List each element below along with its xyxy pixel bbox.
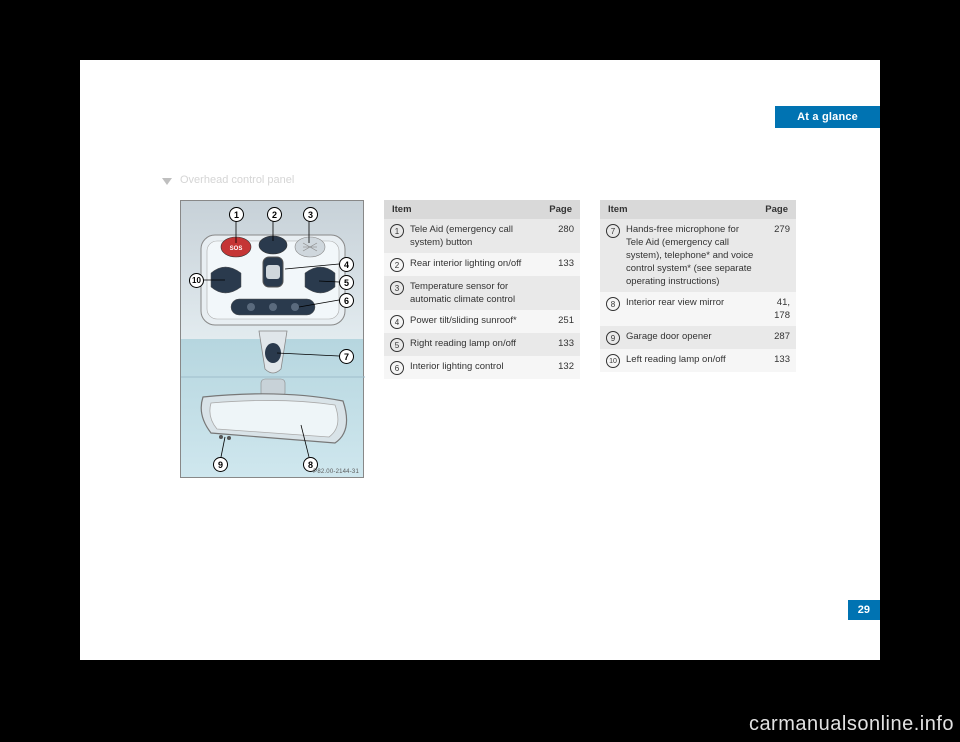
row-index-icon: 9 — [606, 331, 620, 345]
row-index-icon: 6 — [390, 361, 404, 375]
row-desc: Hands-free microphone for Tele Aid (emer… — [626, 223, 762, 288]
row-desc: Interior lighting control — [410, 360, 546, 373]
svg-text:SOS: SOS — [230, 246, 243, 252]
callout-4: 4 — [339, 257, 354, 272]
watermark: carmanualsonline.info — [749, 713, 954, 736]
row-desc: Temperature sensor for automatic climate… — [410, 280, 546, 306]
row-page: 41, 178 — [762, 296, 790, 322]
row-desc: Tele Aid (emergency call system) button — [410, 223, 546, 249]
row-index-icon: 8 — [606, 297, 620, 311]
table-row: 3 Temperature sensor for automatic clima… — [384, 276, 580, 310]
callout-6: 6 — [339, 293, 354, 308]
callout-1: 1 — [229, 207, 244, 222]
table-row: 8 Interior rear view mirror 41, 178 — [600, 292, 796, 326]
row-page: 133 — [546, 337, 574, 350]
row-index-icon: 2 — [390, 258, 404, 272]
header-item: Item — [392, 204, 536, 215]
header-page: Page — [752, 204, 788, 215]
header-item: Item — [608, 204, 752, 215]
callout-9: 9 — [213, 457, 228, 472]
row-index-icon: 1 — [390, 224, 404, 238]
row-index-icon: 5 — [390, 338, 404, 352]
table-row: 10 Left reading lamp on/off 133 — [600, 349, 796, 372]
row-page: 133 — [546, 257, 574, 270]
row-desc: Right reading lamp on/off — [410, 337, 546, 350]
row-page: 287 — [762, 330, 790, 343]
section-tab: At a glance — [775, 106, 880, 128]
overhead-panel-figure: SOS — [180, 200, 364, 478]
overhead-panel-illustration: SOS — [181, 201, 365, 479]
row-page: 280 — [546, 223, 574, 236]
row-page: 132 — [546, 360, 574, 373]
callout-3: 3 — [303, 207, 318, 222]
table-row: 7 Hands-free microphone for Tele Aid (em… — [600, 219, 796, 292]
row-desc: Power tilt/sliding sunroof* — [410, 314, 546, 327]
subsection-title: Overhead control panel — [180, 174, 294, 186]
row-index-icon: 10 — [606, 354, 620, 368]
table-header: Item Page — [600, 200, 796, 219]
row-page: 279 — [762, 223, 790, 236]
row-index-icon: 4 — [390, 315, 404, 329]
table-row: 1 Tele Aid (emergency call system) butto… — [384, 219, 580, 253]
row-desc: Garage door opener — [626, 330, 762, 343]
row-desc: Rear interior lighting on/off — [410, 257, 546, 270]
row-page: 251 — [546, 314, 574, 327]
callout-7: 7 — [339, 349, 354, 364]
callout-5: 5 — [339, 275, 354, 290]
row-desc: Left reading lamp on/off — [626, 353, 762, 366]
table-row: 9 Garage door opener 287 — [600, 326, 796, 349]
callout-10: 10 — [189, 273, 204, 288]
row-desc: Interior rear view mirror — [626, 296, 762, 309]
row-index-icon: 3 — [390, 281, 404, 295]
callout-2: 2 — [267, 207, 282, 222]
page-number-tab: 29 — [848, 600, 880, 620]
table-row: 6 Interior lighting control 132 — [384, 356, 580, 379]
table-row: 5 Right reading lamp on/off 133 — [384, 333, 580, 356]
triangle-down-icon — [162, 178, 172, 185]
reference-table-right: Item Page 7 Hands-free microphone for Te… — [600, 200, 796, 372]
table-header: Item Page — [384, 200, 580, 219]
page: At a glance Overhead control panel SOS — [80, 60, 880, 660]
image-reference-code: P82.00-2144-31 — [313, 469, 359, 475]
table-row: 4 Power tilt/sliding sunroof* 251 — [384, 310, 580, 333]
header-page: Page — [536, 204, 572, 215]
row-index-icon: 7 — [606, 224, 620, 238]
row-page: 133 — [762, 353, 790, 366]
table-row: 2 Rear interior lighting on/off 133 — [384, 253, 580, 276]
reference-table-left: Item Page 1 Tele Aid (emergency call sys… — [384, 200, 580, 379]
